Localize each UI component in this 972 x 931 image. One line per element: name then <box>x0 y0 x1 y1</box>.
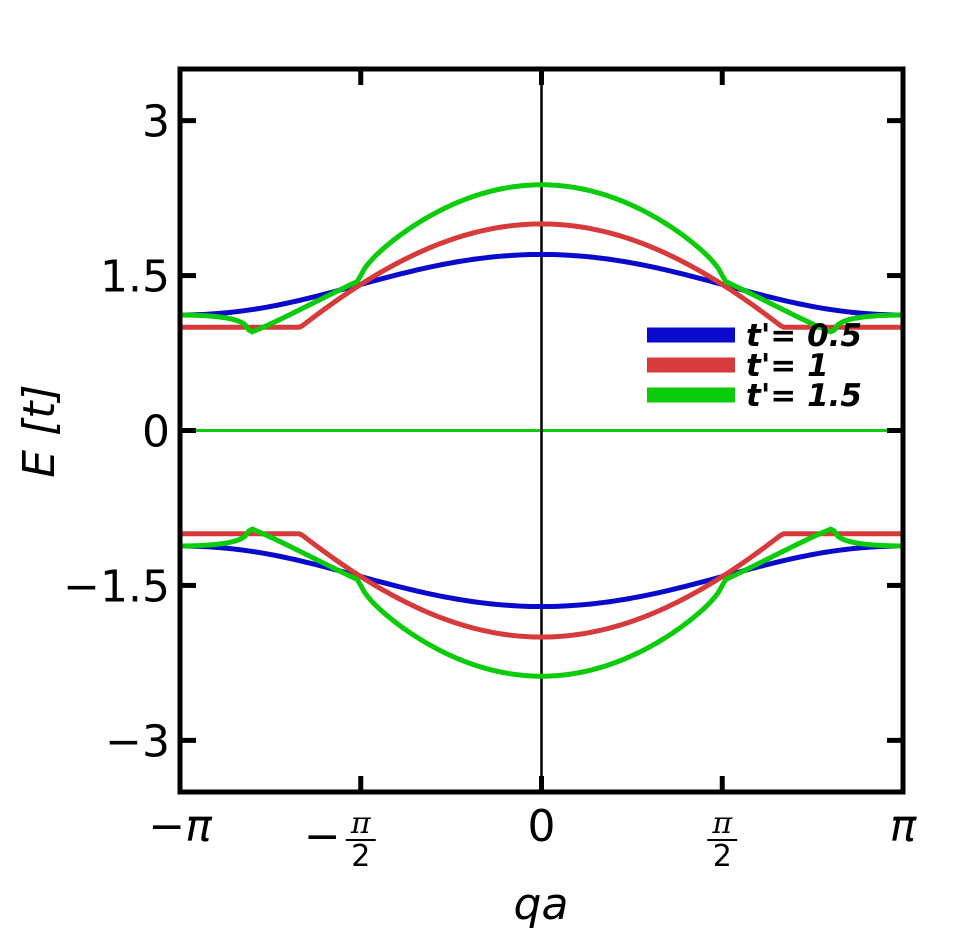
legend: t'= 0.5t'= 1t'= 1.5 <box>647 318 862 414</box>
x-tick-label-denominator: 2 <box>351 839 370 874</box>
y-axis-label: E [t] <box>14 384 65 477</box>
series-upper-band-t-1 <box>180 221 903 330</box>
y-tick-label: −1.5 <box>63 561 170 612</box>
y-tick-label: −3 <box>105 716 170 767</box>
x-tick-label: π <box>890 801 918 852</box>
y-tick-label: 1.5 <box>100 252 170 303</box>
series-upper-band-t-0-5 <box>179 251 904 318</box>
plot-curves <box>179 69 904 792</box>
x-tick-label-numerator: π <box>350 806 372 841</box>
x-tick-label: π2 <box>707 806 738 874</box>
series-lower-band-t-1 <box>180 531 903 640</box>
x-tick-label-denominator: 2 <box>713 839 732 874</box>
plot-axes: 31.50−1.5−3−π π2− 0 π2π <box>63 66 918 874</box>
series-upper-band-t-1-5 <box>179 182 904 335</box>
series-lower-band-t-1-5 <box>179 526 904 679</box>
y-tick-label: 3 <box>142 97 170 148</box>
x-axis-label: qa <box>514 879 569 930</box>
x-tick-label-sign: − <box>304 811 341 862</box>
series-lower-band-t-0-5 <box>179 543 904 610</box>
legend-label-t-0-5: t'= 0.5 <box>746 318 862 354</box>
legend-label-t-1-5: t'= 1.5 <box>746 378 862 414</box>
y-tick-label: 0 <box>142 407 170 458</box>
x-tick-label: π2− <box>304 806 376 874</box>
legend-label-t-1: t'= 1 <box>746 348 829 384</box>
x-tick-label: −π <box>148 801 213 852</box>
x-tick-label-numerator: π <box>711 806 733 841</box>
x-tick-label: 0 <box>528 801 556 852</box>
